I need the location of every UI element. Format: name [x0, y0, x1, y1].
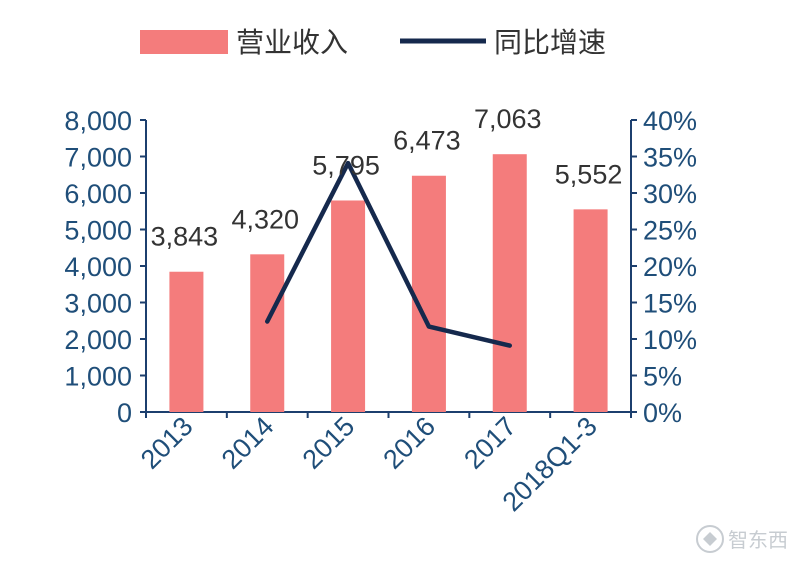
right-tick-label: 30%: [643, 179, 697, 209]
x-tick-label: 2016: [377, 411, 441, 475]
right-tick-label: 20%: [643, 252, 697, 282]
bar-2013: [169, 271, 204, 412]
left-tick-label: 8,000: [64, 106, 132, 136]
watermark-logo-mark: [703, 532, 717, 546]
x-tick-label: 2015: [297, 411, 361, 475]
x-tick-label: 2013: [135, 411, 199, 475]
right-tick-label: 25%: [643, 216, 697, 246]
watermark-text: 智东西: [728, 528, 788, 552]
legend-swatch-revenue: [140, 30, 228, 54]
right-tick-label: 5%: [643, 362, 682, 392]
bar-value-label: 3,843: [151, 222, 219, 252]
bar-value-label: 4,320: [231, 204, 299, 234]
watermark-logo-icon: [696, 525, 724, 553]
left-tick-label: 1,000: [64, 362, 132, 392]
growth-line: [265, 160, 512, 348]
x-tick-label: 2014: [216, 411, 280, 475]
bar-value-label: 5,552: [555, 159, 623, 189]
bars: [169, 154, 608, 412]
right-tick-label: 0%: [643, 398, 682, 428]
left-tick-label: 3,000: [64, 289, 132, 319]
left-tick-label: 4,000: [64, 252, 132, 282]
legend-label-growth: 同比增速: [494, 26, 606, 59]
right-tick-label: 10%: [643, 325, 697, 355]
right-axis-ticks: 0% 5% 10% 15% 20% 25% 30% 35% 40%: [631, 106, 697, 428]
bar-2015: [331, 200, 366, 412]
growth-line-path: [265, 160, 512, 348]
right-tick-label: 35%: [643, 143, 697, 173]
bar-value-label: 5,795: [312, 150, 380, 180]
bar-2017: [492, 154, 527, 412]
left-tick-label: 6,000: [64, 179, 132, 209]
bar-value-label: 6,473: [393, 126, 461, 156]
left-tick-label: 5,000: [64, 216, 132, 246]
right-tick-label: 15%: [643, 289, 697, 319]
watermark: 智东西: [696, 525, 788, 553]
bar-2014: [250, 254, 285, 412]
left-tick-label: 2,000: [64, 325, 132, 355]
data-labels: 3,843 4,320 5,795 6,473 7,063 5,552: [151, 104, 623, 252]
legend-label-revenue: 营业收入: [236, 26, 348, 59]
bar-2016: [411, 175, 446, 412]
left-axis-ticks: 0 1,000 2,000 3,000 4,000 5,000 6,000 7,000 8,00…: [64, 106, 146, 428]
right-tick-label: 40%: [643, 106, 697, 136]
x-tick-label: 2017: [458, 411, 522, 475]
legend: 营业收入 同比增速: [140, 26, 606, 59]
bar-2018Q1-3: [573, 209, 608, 412]
left-tick-label: 0: [117, 398, 132, 428]
bar-value-label: 7,063: [474, 104, 542, 134]
left-tick-label: 7,000: [64, 143, 132, 173]
